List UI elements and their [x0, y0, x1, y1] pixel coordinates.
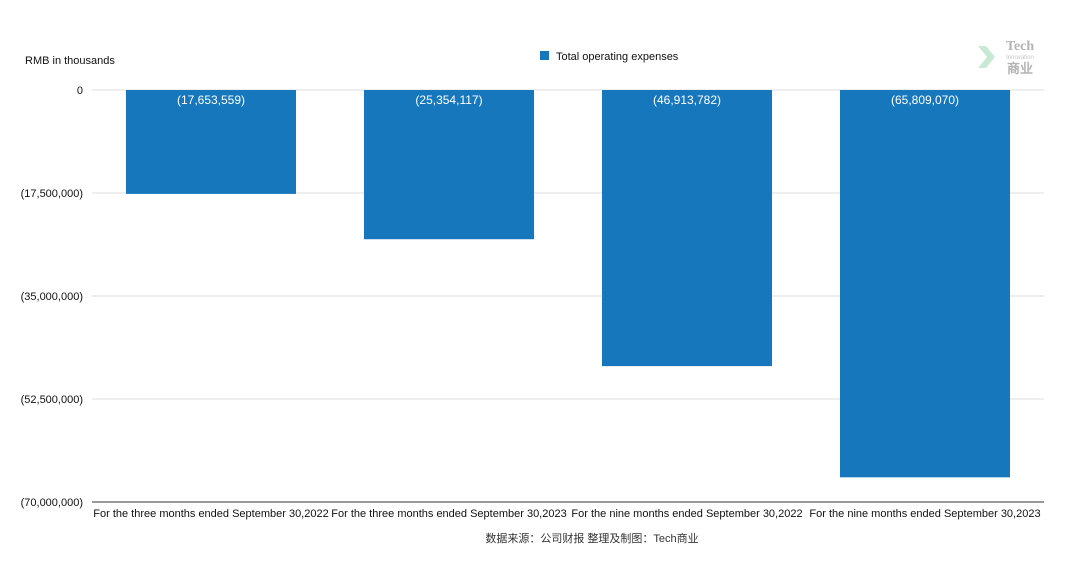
x-axis-ticks: For the three months ended September 30,… — [93, 508, 1040, 520]
bars — [126, 90, 1010, 478]
y-tick-label: (70,000,000) — [21, 497, 83, 509]
source-note: 数据来源：公司财报 整理及制图：Tech商业 — [485, 531, 698, 545]
x-tick-label: For the nine months ended September 30,2… — [571, 508, 802, 520]
legend-label: Total operating expenses — [556, 51, 679, 63]
x-tick-label: For the three months ended September 30,… — [331, 508, 566, 520]
bar — [364, 90, 534, 240]
bar-data-label: (17,653,559) — [177, 93, 245, 107]
bar — [840, 90, 1010, 478]
bar-data-label: (46,913,782) — [653, 93, 721, 107]
watermark-text-innovation: Innovation — [1006, 55, 1034, 61]
bar — [602, 90, 772, 367]
watermark-logo: Tech Innovation 商业 — [978, 39, 1034, 76]
y-tick-label: (52,500,000) — [21, 394, 83, 406]
y-tick-label: (17,500,000) — [21, 188, 83, 200]
x-tick-label: For the three months ended September 30,… — [93, 508, 328, 520]
watermark-text-tech: Tech — [1006, 39, 1034, 54]
bar-data-label: (65,809,070) — [891, 93, 959, 107]
y-axis-title: RMB in thousands — [25, 55, 115, 67]
bar-data-label: (25,354,117) — [415, 93, 482, 107]
data-labels: (17,653,559) (25,354,117) (46,913,782) (65,… — [177, 93, 959, 107]
watermark-text-chinese: 商业 — [1007, 61, 1033, 76]
legend-swatch — [540, 51, 549, 60]
bar — [126, 90, 296, 194]
y-tick-label: (35,000,000) — [21, 291, 83, 303]
x-tick-label: For the nine months ended September 30,2… — [809, 508, 1040, 520]
y-tick-label: 0 — [77, 85, 83, 97]
y-axis-ticks: 0 (17,500,000) (35,000,000) (52,500,000) (70… — [21, 85, 83, 509]
watermark-chevron-icon — [978, 46, 995, 68]
legend: Total operating expenses — [540, 51, 679, 63]
